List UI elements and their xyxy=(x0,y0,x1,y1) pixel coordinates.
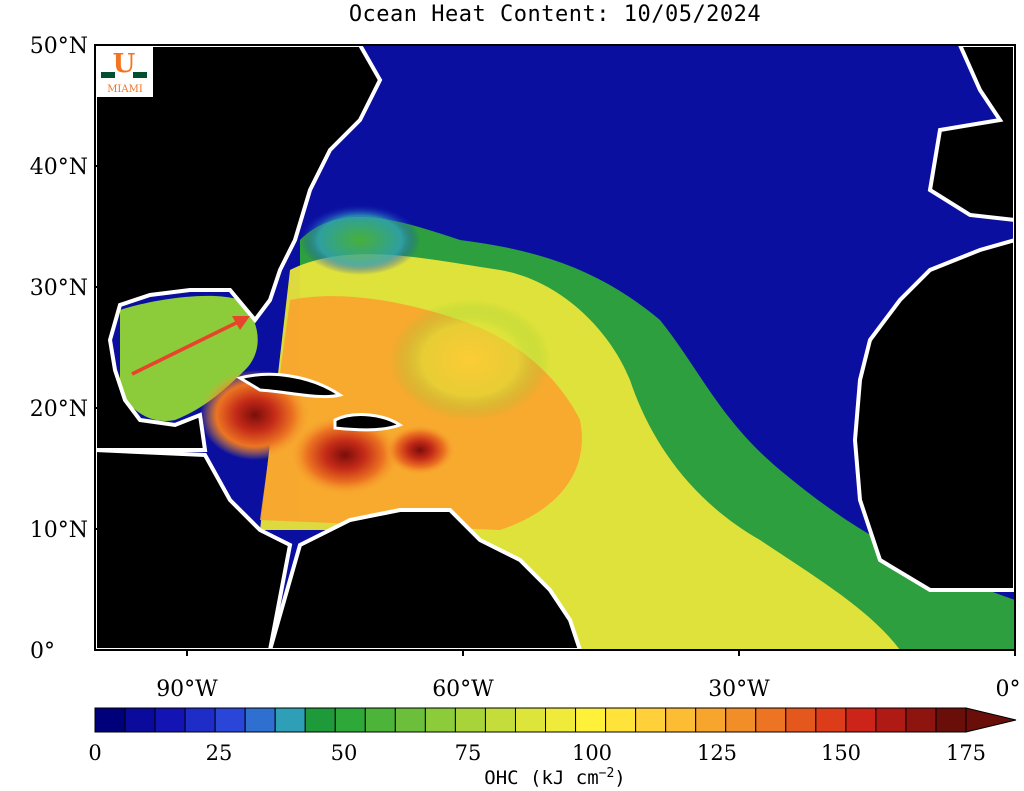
arrow-annotation xyxy=(131,316,250,376)
colorbar-swatch xyxy=(725,707,757,733)
logo-letter: U xyxy=(113,49,136,79)
yellow-patch xyxy=(390,300,550,420)
colorbar-swatch xyxy=(785,707,817,733)
cb-tick-50: 50 xyxy=(331,741,358,765)
colorbar-swatch xyxy=(815,707,847,733)
land-north-america xyxy=(95,45,383,452)
colorbar-swatch xyxy=(665,707,697,733)
colorbar-swatch xyxy=(244,707,276,733)
cb-tick-150: 150 xyxy=(821,741,861,765)
lat-label-10n: 10°N xyxy=(30,518,88,543)
colorbar-swatch xyxy=(334,707,366,733)
lat-label-40n: 40°N xyxy=(30,155,88,180)
colorbar-swatch xyxy=(94,707,126,733)
warm-core-east-caribbean xyxy=(385,425,455,475)
miami-logo: U MIAMI xyxy=(97,47,153,97)
colorbar-swatch xyxy=(575,707,607,733)
land-central-america xyxy=(95,447,293,650)
colorbar-swatch xyxy=(935,707,967,733)
colorbar-swatch xyxy=(845,707,877,733)
land-europe-africa xyxy=(852,45,1015,592)
lon-label-0: 0° xyxy=(996,677,1021,702)
cb-tick-25: 25 xyxy=(206,741,233,765)
colorbar-swatch xyxy=(454,707,486,733)
chart-title: Ocean Heat Content: 10/05/2024 xyxy=(348,2,762,27)
cb-tick-75: 75 xyxy=(455,741,482,765)
colorbar xyxy=(94,707,1017,733)
land-south-america xyxy=(267,508,583,650)
colorbar-swatch xyxy=(394,707,426,733)
land-cuba xyxy=(236,372,344,399)
colorbar-swatch xyxy=(514,707,547,733)
colorbar-ticks: 0 25 50 75 100 125 150 175 xyxy=(88,741,986,765)
colorbar-swatch xyxy=(424,707,456,733)
colorbar-swatch xyxy=(124,707,156,733)
cb-tick-100: 100 xyxy=(572,741,612,765)
axis-ticks xyxy=(95,44,1016,656)
lat-label-50n: 50°N xyxy=(30,34,88,59)
colorbar-swatch xyxy=(755,707,787,733)
colorbar-swatch xyxy=(605,707,637,733)
colorbar-swatch xyxy=(154,707,186,733)
colorbar-overflow-triangle xyxy=(965,707,1017,733)
lon-label-90w: 90°W xyxy=(156,677,218,702)
lon-label-60w: 60°W xyxy=(432,677,494,702)
gulf-stream xyxy=(300,205,420,275)
lon-label-30w: 30°W xyxy=(708,677,770,702)
logo-text: MIAMI xyxy=(107,84,143,95)
cb-tick-125: 125 xyxy=(697,741,737,765)
cb-tick-175: 175 xyxy=(946,741,986,765)
warm-core-caribbean xyxy=(290,415,400,495)
colorbar-swatch xyxy=(695,707,727,733)
lat-label-0: 0° xyxy=(30,639,55,664)
colorbar-swatch xyxy=(484,707,516,733)
colorbar-label: OHC (kJ cm−2) xyxy=(484,766,626,789)
colorbar-swatch xyxy=(274,707,306,733)
lat-label-20n: 20°N xyxy=(30,397,88,422)
colorbar-swatch xyxy=(635,707,667,733)
lat-label-30n: 30°N xyxy=(30,276,88,301)
colorbar-swatch xyxy=(905,707,937,733)
colorbar-swatch xyxy=(364,707,396,733)
cb-tick-0: 0 xyxy=(88,741,101,765)
colorbar-swatch xyxy=(184,707,216,733)
land-hispaniola xyxy=(333,413,404,432)
colorbar-swatch xyxy=(304,707,336,733)
colorbar-swatch xyxy=(214,707,246,733)
colorbar-swatch xyxy=(875,707,907,733)
colorbar-swatch xyxy=(545,707,577,733)
plot-frame xyxy=(94,44,1016,651)
map-area xyxy=(95,45,1015,650)
